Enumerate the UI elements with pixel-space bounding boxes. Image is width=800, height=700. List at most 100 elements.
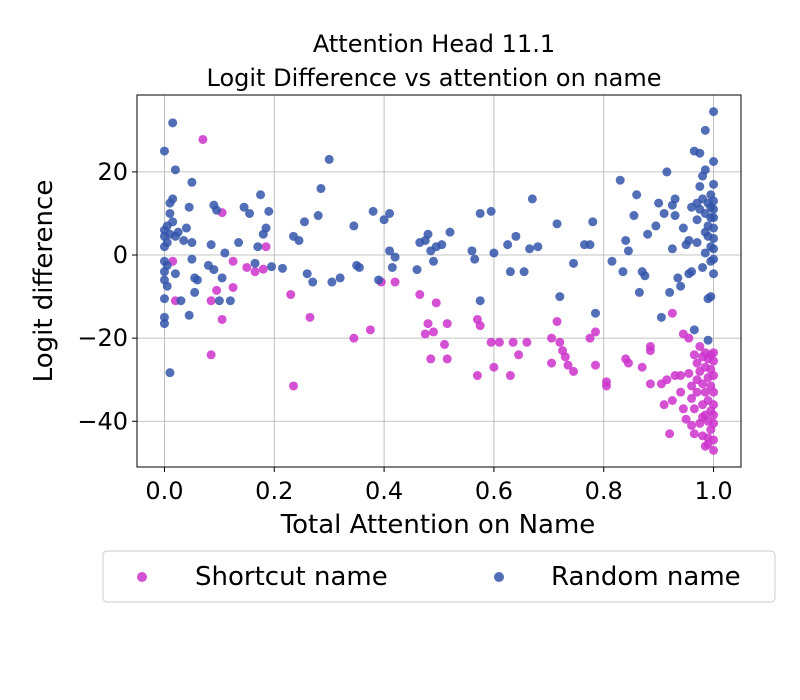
y-axis-ticks: −40 −20 0 20 bbox=[77, 158, 137, 435]
data-point-random-name bbox=[706, 256, 716, 266]
data-point-shortcut-name bbox=[667, 395, 677, 405]
data-point-shortcut-name bbox=[390, 277, 400, 287]
data-point-random-name bbox=[308, 277, 318, 287]
data-point-random-name bbox=[703, 335, 713, 345]
data-point-random-name bbox=[621, 235, 631, 245]
data-point-shortcut-name bbox=[415, 290, 425, 300]
data-point-shortcut-name bbox=[431, 298, 441, 308]
data-point-random-name bbox=[187, 254, 197, 264]
data-point-shortcut-name bbox=[420, 329, 430, 339]
data-point-random-name bbox=[615, 175, 625, 185]
data-point-random-name bbox=[354, 262, 364, 272]
data-point-random-name bbox=[170, 165, 180, 175]
data-point-shortcut-name bbox=[475, 321, 485, 331]
data-point-shortcut-name bbox=[547, 358, 557, 368]
data-point-random-name bbox=[159, 319, 169, 329]
data-point-shortcut-name bbox=[709, 410, 719, 420]
data-point-random-name bbox=[678, 223, 688, 233]
data-point-random-name bbox=[159, 294, 169, 304]
data-point-shortcut-name bbox=[667, 308, 677, 318]
data-point-random-name bbox=[159, 312, 169, 322]
data-point-random-name bbox=[629, 211, 639, 221]
chart-title: Attention Head 11.1 bbox=[313, 30, 555, 58]
data-point-shortcut-name bbox=[286, 290, 296, 300]
data-point-shortcut-name bbox=[700, 387, 710, 397]
data-point-random-name bbox=[187, 177, 197, 187]
data-point-shortcut-name bbox=[552, 317, 562, 327]
data-point-random-name bbox=[588, 217, 598, 227]
data-point-random-name bbox=[173, 227, 183, 237]
data-point-random-name bbox=[486, 206, 496, 216]
data-point-random-name bbox=[379, 215, 389, 225]
data-point-shortcut-name bbox=[709, 387, 719, 397]
data-point-shortcut-name bbox=[689, 404, 699, 414]
data-point-random-name bbox=[165, 208, 175, 218]
data-point-random-name bbox=[470, 254, 480, 264]
data-point-shortcut-name bbox=[426, 354, 436, 364]
data-point-random-name bbox=[206, 240, 216, 250]
data-point-shortcut-name bbox=[676, 371, 686, 381]
data-point-random-name bbox=[217, 273, 227, 283]
data-point-random-name bbox=[387, 262, 397, 272]
x-tick-label: 0.4 bbox=[365, 477, 403, 505]
chart-subtitle: Logit Difference vs attention on name bbox=[207, 64, 662, 92]
data-point-random-name bbox=[253, 242, 263, 252]
data-point-shortcut-name bbox=[258, 264, 268, 274]
data-point-random-name bbox=[632, 190, 642, 200]
data-point-shortcut-name bbox=[709, 400, 719, 410]
data-point-random-name bbox=[706, 292, 716, 302]
data-point-shortcut-name bbox=[563, 360, 573, 370]
data-point-random-name bbox=[698, 262, 708, 272]
data-point-random-name bbox=[640, 271, 650, 281]
data-point-random-name bbox=[552, 219, 562, 229]
data-point-random-name bbox=[503, 240, 513, 250]
data-point-random-name bbox=[695, 181, 705, 191]
data-point-random-name bbox=[676, 281, 686, 291]
data-point-random-name bbox=[179, 235, 189, 245]
data-point-random-name bbox=[349, 221, 359, 231]
data-point-random-name bbox=[385, 208, 395, 218]
data-point-shortcut-name bbox=[645, 346, 655, 356]
data-point-random-name bbox=[429, 256, 439, 266]
data-point-random-name bbox=[168, 118, 178, 128]
x-tick-label: 0.6 bbox=[475, 477, 513, 505]
data-point-shortcut-name bbox=[692, 358, 702, 368]
data-point-shortcut-name bbox=[206, 296, 216, 306]
data-point-random-name bbox=[689, 325, 699, 335]
data-point-random-name bbox=[590, 308, 600, 318]
legend-marker-shortcut-name bbox=[137, 572, 147, 582]
data-point-shortcut-name bbox=[555, 337, 565, 347]
data-point-shortcut-name bbox=[288, 381, 298, 391]
data-point-shortcut-name bbox=[676, 387, 686, 397]
data-point-shortcut-name bbox=[665, 429, 675, 439]
data-point-random-name bbox=[709, 157, 719, 167]
x-tick-label: 0.2 bbox=[255, 477, 293, 505]
data-point-shortcut-name bbox=[590, 360, 600, 370]
data-point-random-name bbox=[181, 223, 191, 233]
data-point-random-name bbox=[634, 287, 644, 297]
data-point-random-name bbox=[187, 238, 197, 248]
data-point-shortcut-name bbox=[560, 352, 570, 362]
data-point-shortcut-name bbox=[217, 314, 227, 324]
data-point-random-name bbox=[159, 146, 169, 156]
data-point-shortcut-name bbox=[242, 262, 252, 272]
data-point-random-name bbox=[585, 240, 595, 250]
data-point-random-name bbox=[245, 208, 255, 218]
data-point-shortcut-name bbox=[305, 312, 315, 322]
data-point-random-name bbox=[703, 231, 713, 241]
data-point-shortcut-name bbox=[700, 441, 710, 451]
data-point-random-name bbox=[692, 215, 702, 225]
data-point-random-name bbox=[168, 217, 178, 227]
plot-area-frame bbox=[136, 94, 742, 468]
legend-label-random-name: Random name bbox=[551, 562, 741, 592]
x-axis-label: Total Attention on Name bbox=[280, 510, 596, 540]
data-point-random-name bbox=[390, 252, 400, 262]
data-point-random-name bbox=[162, 260, 172, 270]
data-point-random-name bbox=[667, 244, 677, 254]
data-point-random-name bbox=[665, 287, 675, 297]
data-point-random-name bbox=[709, 244, 719, 254]
data-point-shortcut-name bbox=[365, 325, 375, 335]
data-point-random-name bbox=[368, 206, 378, 216]
data-point-random-name bbox=[533, 242, 543, 252]
